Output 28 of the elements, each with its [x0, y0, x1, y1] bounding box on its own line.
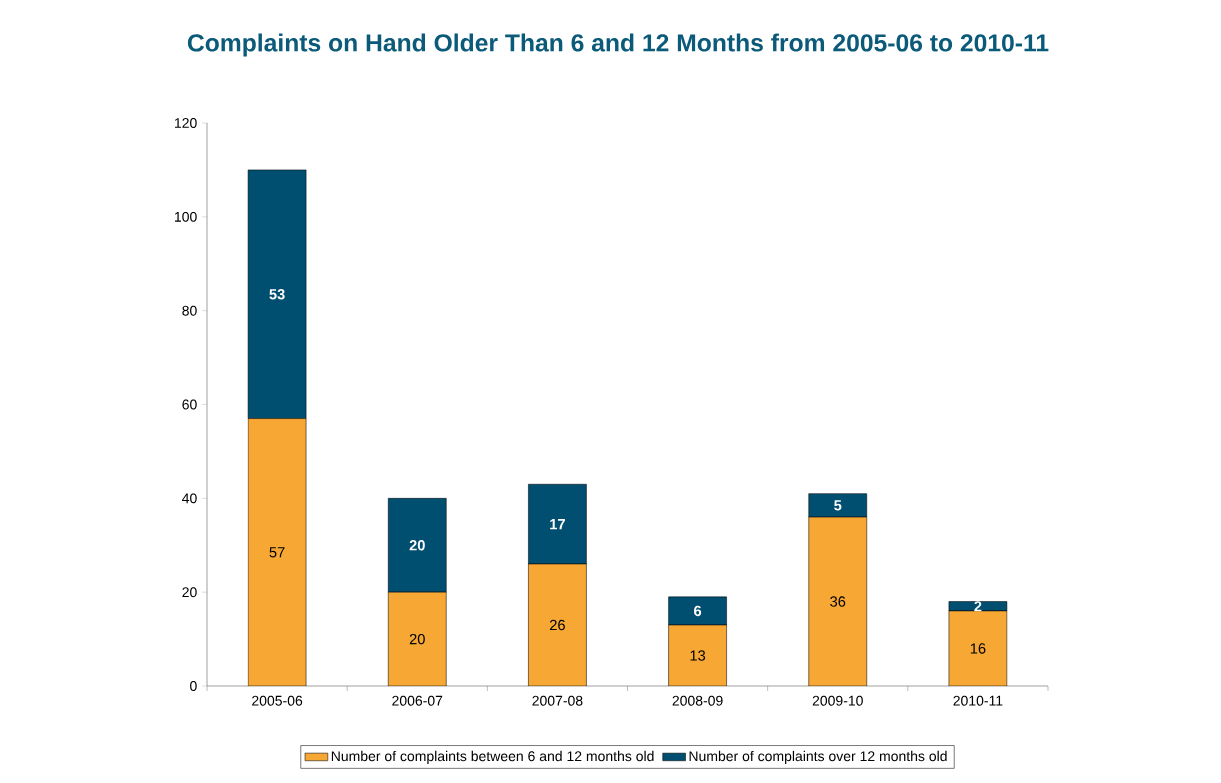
y-tick-label: 80	[182, 305, 197, 316]
y-tick-label: 20	[182, 587, 197, 598]
x-tick-label: 2007-08	[532, 695, 583, 706]
y-tick-label: 0	[190, 681, 197, 691]
data-label: 57	[269, 547, 285, 558]
x-tick-label: 2008-09	[672, 695, 723, 706]
y-tick-label: 100	[175, 211, 197, 222]
x-tick-label: 2006-07	[392, 695, 443, 706]
data-label: 13	[690, 650, 706, 661]
x-tick-label: 2009-10	[812, 695, 863, 706]
data-label: 53	[269, 289, 285, 300]
data-label: 20	[409, 540, 425, 551]
legend-label: Number of complaints over 12 months old	[689, 750, 947, 764]
data-label: 20	[409, 633, 425, 645]
data-label: 5	[834, 500, 842, 511]
data-label: 17	[550, 519, 565, 530]
x-tick-label: 2005-06	[252, 695, 303, 706]
data-label: 26	[550, 619, 565, 631]
y-tick-label: 120	[175, 118, 197, 128]
x-tick-label: 2010-11	[953, 695, 1003, 706]
data-label: 36	[830, 596, 846, 607]
chart-title: Complaints on Hand Older Than 6 and 12 Months from 2005-06 to 2010-11	[187, 33, 1049, 57]
y-tick-label: 60	[182, 399, 197, 410]
data-label: 2	[974, 601, 982, 612]
data-label: 16	[970, 643, 986, 654]
y-tick-label: 40	[182, 493, 197, 504]
legend-label: Number of complaints between 6 and 12 months old	[331, 750, 654, 764]
data-label: 6	[694, 605, 702, 617]
